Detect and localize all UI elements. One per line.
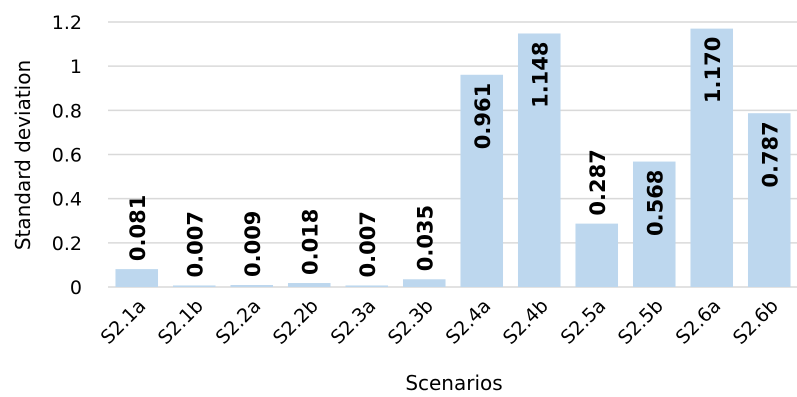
data-label: 0.568 xyxy=(643,170,667,236)
bar xyxy=(632,161,676,287)
bar xyxy=(460,74,504,287)
y-tick-label: 0 xyxy=(70,277,82,299)
bar xyxy=(172,285,216,287)
data-labels: 0.081 0.007 0.009 0.018 0.007 0.035 0.961 1.148… xyxy=(126,37,783,278)
data-label: 1.148 xyxy=(528,41,552,107)
bar xyxy=(115,269,159,287)
bar xyxy=(690,28,734,287)
bar xyxy=(747,113,791,288)
x-tick-label: S2.1a xyxy=(97,295,151,349)
data-label: 0.007 xyxy=(356,211,380,277)
bars xyxy=(115,28,791,288)
y-tick-label: 0.4 xyxy=(52,189,82,211)
bar xyxy=(402,279,446,287)
x-tick-label: S2.2b xyxy=(269,295,323,349)
x-tick-label: S2.1b xyxy=(154,295,208,349)
y-tick-label: 1 xyxy=(70,56,82,78)
data-label: 0.961 xyxy=(471,83,495,149)
bar xyxy=(517,33,561,287)
bar xyxy=(287,283,331,287)
x-tick-label: S2.4a xyxy=(442,295,496,349)
x-tick-label: S2.6a xyxy=(672,295,726,349)
x-tick-label: S2.5b xyxy=(614,295,668,349)
data-label: 0.007 xyxy=(183,211,207,277)
x-axis-title: Scenarios xyxy=(405,371,502,395)
bar xyxy=(345,285,389,287)
y-tick-label: 0.6 xyxy=(52,145,82,167)
data-label: 0.081 xyxy=(126,195,150,261)
y-tick-label: 0.2 xyxy=(52,233,82,255)
x-tick-label: S2.3b xyxy=(384,295,438,349)
y-tick-label: 1.2 xyxy=(52,12,82,34)
x-axis-tick-labels: S2.1a S2.1b S2.2a S2.2b S2.3a S2.3b S2.4a S2.4b… xyxy=(97,295,783,349)
x-tick-label: S2.6b xyxy=(729,295,783,349)
x-tick-label: S2.2a xyxy=(212,295,266,349)
x-tick-label: S2.5a xyxy=(557,295,611,349)
data-label: 1.170 xyxy=(701,37,725,103)
data-label: 0.787 xyxy=(758,121,782,187)
x-tick-label: S2.4b xyxy=(499,295,553,349)
x-tick-label: S2.3a xyxy=(327,295,381,349)
data-label: 0.018 xyxy=(298,209,322,275)
data-label: 0.035 xyxy=(413,205,437,271)
data-label: 0.287 xyxy=(586,149,610,215)
gridlines xyxy=(108,21,797,288)
y-tick-label: 0.8 xyxy=(52,100,82,122)
bar xyxy=(575,223,619,287)
y-axis-tick-labels: 0 0.2 0.4 0.6 0.8 1 1.2 xyxy=(52,12,82,299)
y-axis-title: Standard deviation xyxy=(11,60,35,250)
data-label: 0.009 xyxy=(241,211,265,277)
bar xyxy=(230,285,274,287)
